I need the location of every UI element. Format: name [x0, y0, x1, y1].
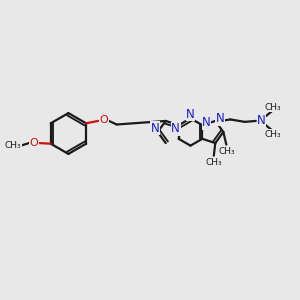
- Text: CH₃: CH₃: [265, 130, 281, 139]
- Text: N: N: [171, 122, 180, 135]
- Text: N: N: [151, 122, 160, 135]
- Text: CH₃: CH₃: [206, 158, 222, 167]
- Text: N: N: [202, 116, 211, 129]
- Text: CH₃: CH₃: [4, 141, 21, 150]
- Text: N: N: [215, 112, 224, 125]
- Text: O: O: [99, 115, 108, 125]
- Text: N: N: [186, 110, 194, 120]
- Text: N: N: [186, 108, 195, 121]
- Text: CH₃: CH₃: [265, 103, 281, 112]
- Text: CH₃: CH₃: [218, 147, 235, 156]
- Text: O: O: [29, 138, 38, 148]
- Text: N: N: [257, 114, 266, 127]
